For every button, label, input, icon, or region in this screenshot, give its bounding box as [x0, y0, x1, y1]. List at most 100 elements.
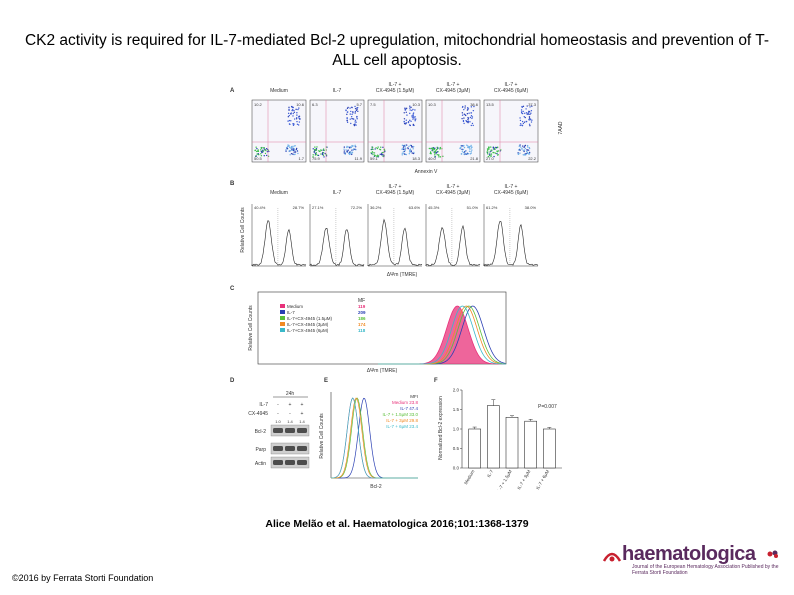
dot — [403, 118, 406, 120]
percent-label: 63.6% — [409, 205, 421, 210]
dot — [256, 153, 258, 155]
dot — [345, 109, 347, 112]
dot — [298, 107, 300, 109]
blot-band — [297, 446, 307, 451]
dot — [314, 149, 317, 151]
blot-ratio: 1.4 — [287, 419, 293, 424]
dot — [412, 123, 415, 126]
dot — [524, 116, 526, 119]
dot — [290, 112, 293, 114]
dot — [410, 144, 413, 147]
dot — [346, 119, 348, 122]
dot — [260, 155, 263, 157]
dot — [403, 121, 405, 123]
dot — [287, 116, 290, 118]
histogram-line — [425, 224, 481, 267]
dot — [261, 151, 263, 154]
figure-title: CK2 activity is required for IL-7-mediat… — [24, 32, 770, 69]
dot — [345, 149, 347, 151]
dot — [352, 149, 354, 151]
dot — [314, 153, 317, 155]
dot — [520, 112, 523, 114]
percent-label: 27.1% — [312, 205, 324, 210]
dot — [343, 146, 346, 148]
bar — [505, 416, 519, 469]
quadrant-value: 6.3 — [312, 102, 318, 107]
x-tick-label: IL-7 — [486, 469, 494, 479]
bar — [487, 405, 500, 469]
dot — [356, 118, 358, 120]
dot — [350, 122, 352, 125]
dot — [347, 146, 349, 148]
percent-label: 72.2% — [351, 205, 363, 210]
journal-logo[interactable]: haematologica Journal of the European He… — [602, 543, 782, 577]
dot — [464, 105, 466, 107]
dot — [403, 112, 405, 114]
dot — [471, 149, 473, 151]
percent-label: 51.0% — [467, 205, 479, 210]
dot — [467, 145, 469, 147]
legend-label: IL-7 — [287, 310, 295, 315]
dot — [405, 119, 407, 121]
dot — [472, 109, 475, 112]
dot — [462, 151, 465, 154]
legend-label: IL-7+CX-4945 (6μM) — [287, 328, 329, 333]
dot — [492, 147, 495, 149]
bar — [543, 428, 556, 469]
quadrant-value: 75.9 — [312, 156, 321, 161]
dot — [375, 155, 377, 157]
panel-a-header: CX-4945 (1.5μM) — [376, 88, 415, 94]
dot — [437, 154, 440, 157]
dot — [409, 119, 411, 122]
dot — [295, 147, 298, 150]
dot — [469, 116, 472, 119]
dot — [528, 153, 531, 155]
blot-band — [297, 460, 307, 465]
dot — [405, 111, 407, 113]
dot — [353, 123, 355, 126]
dot — [471, 116, 474, 118]
dot — [436, 151, 439, 153]
dot — [434, 147, 436, 149]
dot — [467, 118, 469, 121]
bar — [468, 428, 481, 469]
dot — [490, 150, 492, 152]
dot — [469, 121, 471, 123]
dot — [461, 112, 464, 114]
dot — [404, 147, 407, 150]
dot — [428, 147, 431, 150]
dot — [439, 156, 442, 158]
dot — [260, 149, 262, 151]
dot — [254, 149, 256, 152]
dot — [496, 146, 499, 148]
dot — [297, 124, 300, 126]
dot — [294, 144, 296, 147]
dot — [414, 116, 416, 118]
dot — [292, 106, 294, 109]
dot — [349, 113, 351, 115]
dot — [523, 146, 525, 149]
dot — [312, 148, 314, 150]
dot — [354, 105, 356, 108]
dot — [521, 147, 523, 149]
dot — [404, 146, 406, 148]
dot — [521, 120, 524, 123]
dot — [412, 145, 415, 148]
dot — [439, 148, 441, 150]
dot — [470, 112, 472, 114]
dot — [346, 118, 348, 120]
dot — [490, 155, 492, 158]
dot — [314, 146, 316, 148]
dot — [352, 118, 354, 120]
dot — [526, 144, 529, 147]
dot — [411, 116, 414, 118]
dot — [357, 110, 359, 112]
blot-band — [285, 460, 295, 465]
dot — [285, 149, 287, 151]
quadrant-value: 7.5 — [370, 102, 376, 107]
panel-a-header: IL-7 + — [505, 82, 518, 88]
dot — [488, 148, 490, 150]
blot-ratio: 1.4 — [299, 419, 305, 424]
panel-e-ylabel: Relative Cell Counts — [319, 413, 325, 459]
dot — [467, 153, 470, 155]
